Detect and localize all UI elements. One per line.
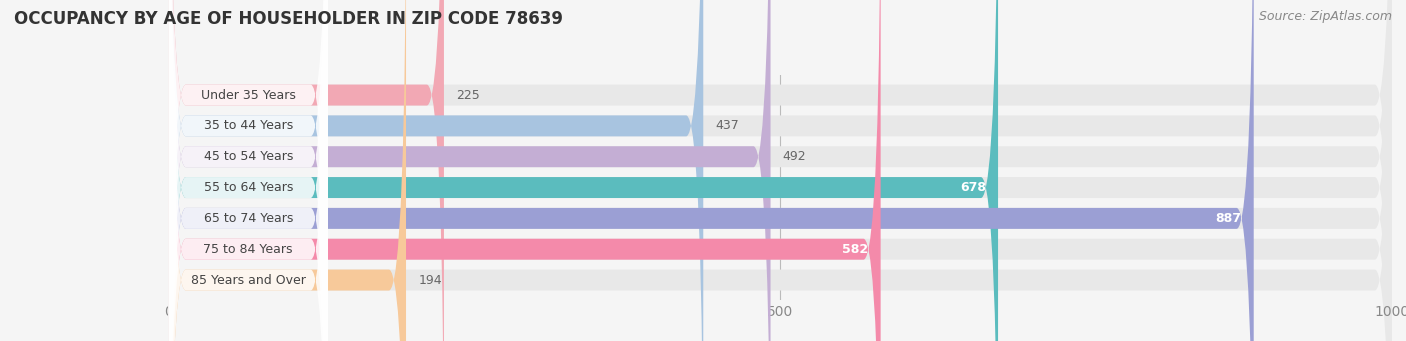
Text: 225: 225 <box>456 89 479 102</box>
FancyBboxPatch shape <box>169 0 998 341</box>
Text: 678: 678 <box>960 181 986 194</box>
Text: 194: 194 <box>418 273 441 286</box>
FancyBboxPatch shape <box>169 0 880 341</box>
FancyBboxPatch shape <box>169 0 328 341</box>
FancyBboxPatch shape <box>169 0 406 341</box>
FancyBboxPatch shape <box>169 0 1392 341</box>
FancyBboxPatch shape <box>169 0 328 341</box>
Text: 75 to 84 Years: 75 to 84 Years <box>204 243 292 256</box>
FancyBboxPatch shape <box>169 0 1254 341</box>
FancyBboxPatch shape <box>169 0 703 341</box>
FancyBboxPatch shape <box>169 0 328 341</box>
FancyBboxPatch shape <box>169 0 1392 341</box>
Text: 65 to 74 Years: 65 to 74 Years <box>204 212 292 225</box>
FancyBboxPatch shape <box>169 0 328 341</box>
FancyBboxPatch shape <box>169 0 328 341</box>
FancyBboxPatch shape <box>169 0 1392 341</box>
FancyBboxPatch shape <box>169 0 1392 341</box>
FancyBboxPatch shape <box>169 0 1392 341</box>
Text: 35 to 44 Years: 35 to 44 Years <box>204 119 292 132</box>
FancyBboxPatch shape <box>169 0 1392 341</box>
Text: 582: 582 <box>842 243 869 256</box>
Text: 85 Years and Over: 85 Years and Over <box>191 273 305 286</box>
FancyBboxPatch shape <box>169 0 770 341</box>
Text: OCCUPANCY BY AGE OF HOUSEHOLDER IN ZIP CODE 78639: OCCUPANCY BY AGE OF HOUSEHOLDER IN ZIP C… <box>14 10 562 28</box>
Text: 55 to 64 Years: 55 to 64 Years <box>204 181 292 194</box>
FancyBboxPatch shape <box>169 0 328 341</box>
FancyBboxPatch shape <box>169 0 444 341</box>
Text: 492: 492 <box>783 150 807 163</box>
Text: Source: ZipAtlas.com: Source: ZipAtlas.com <box>1258 10 1392 23</box>
Text: 45 to 54 Years: 45 to 54 Years <box>204 150 292 163</box>
FancyBboxPatch shape <box>169 0 328 341</box>
Text: 887: 887 <box>1215 212 1241 225</box>
FancyBboxPatch shape <box>169 0 1392 341</box>
Text: 437: 437 <box>716 119 740 132</box>
Text: Under 35 Years: Under 35 Years <box>201 89 295 102</box>
